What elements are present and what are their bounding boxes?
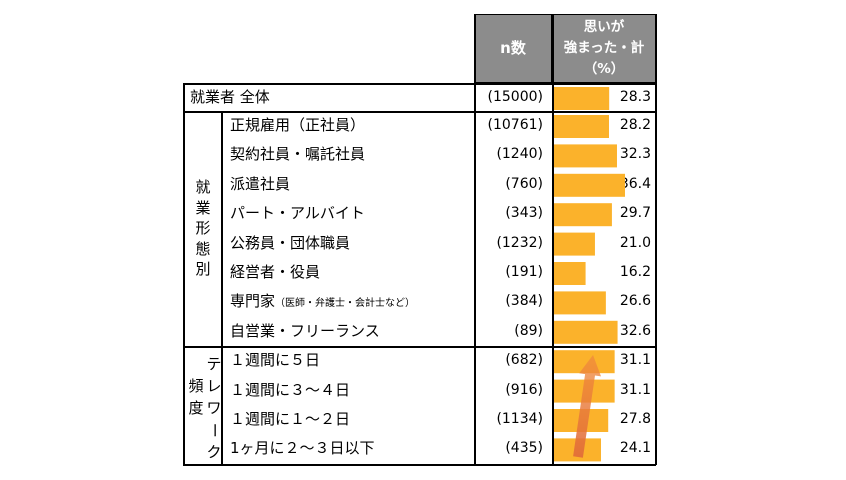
group-char: テ (206, 355, 222, 373)
value-header-line-2: 強まった・計 (563, 40, 645, 56)
bar (554, 262, 586, 285)
row-label: 経営者・役員 (230, 258, 320, 287)
value-header: 思いが 強まった・計 （%） (552, 14, 656, 83)
row-n-count: (343) (505, 205, 543, 222)
row-label-text: 就業者 全体 (190, 88, 270, 106)
row-label-text: 契約社員・嘱託社員 (230, 145, 366, 164)
row-label: １週間に１～２日 (230, 405, 350, 434)
row-value-label: 28.3 (619, 89, 651, 105)
group-char: レ (206, 377, 222, 395)
row-n-count: (760) (505, 175, 543, 192)
bar (554, 232, 595, 256)
bar (554, 291, 606, 315)
row-value-label: 28.2 (619, 117, 651, 133)
group-char: 別 (195, 260, 211, 278)
row-label: 1ヶ月に２～３日以下 (230, 434, 375, 463)
row-label-text: 公務員・団体職員 (230, 233, 351, 252)
row-value-label: 31.1 (619, 352, 651, 369)
label-n-divider (474, 14, 476, 465)
bar (554, 144, 617, 168)
row-label: 契約社員・嘱託社員 (230, 140, 365, 169)
row-n-count: (682) (505, 352, 543, 369)
row-n-count: (1240) (496, 146, 543, 163)
group-char: 態 (195, 239, 211, 258)
bar (554, 173, 625, 197)
bar (554, 350, 615, 374)
bar (554, 320, 618, 344)
row-value-label: 32.6 (619, 322, 651, 339)
row-label: 公務員・団体職員 (230, 229, 350, 258)
row-n-count: (89) (514, 322, 543, 339)
group-label-divider (221, 111, 223, 465)
row-label-text: １週間に５日 (230, 351, 321, 370)
row-label-text: 専門家 (230, 292, 276, 311)
n-count-header: n数 (474, 14, 552, 83)
trend-arrow (573, 355, 601, 458)
row-label-note: （医師・弁護士・会計士など） (275, 298, 416, 310)
row-n-count: (15000) (487, 89, 543, 105)
bar (554, 87, 610, 110)
row-label: １週間に３～４日 (230, 376, 350, 405)
row-value-label: 36.4 (619, 175, 651, 192)
row-label: 自営業・フリーランス (230, 317, 380, 346)
row-label: 正規雇用（正社員） (230, 111, 365, 140)
row-n-count: (1232) (496, 234, 543, 251)
bar-series (554, 87, 625, 462)
row-value-label: 29.7 (619, 205, 651, 222)
row-label-text: 正規雇用（正社員） (230, 116, 366, 134)
row-label-text: パート・アルバイト (230, 204, 365, 223)
row-value-label: 27.8 (619, 411, 651, 427)
row-n-count: (191) (505, 264, 543, 280)
group-char: 頻 (188, 377, 204, 395)
row-value-label: 26.6 (619, 293, 651, 310)
n-count-header-label: n数 (500, 39, 526, 57)
row-label-text: 経営者・役員 (230, 263, 321, 281)
row-label-text: 派遣社員 (230, 174, 291, 193)
table-left-border (183, 83, 185, 465)
row-value-label: 31.1 (619, 381, 651, 398)
row-label-text: 1ヶ月に２～３日以下 (230, 439, 375, 458)
table-right-border (655, 14, 657, 465)
n-value-divider (552, 14, 554, 465)
group-char: 形 (195, 219, 211, 237)
row-value-label: 16.2 (619, 264, 651, 280)
row-label-text: １週間に１～２日 (230, 410, 351, 428)
row-n-count: (435) (505, 440, 543, 457)
row-value-label: 24.1 (619, 440, 651, 457)
row-label: 就業者 全体 (190, 83, 270, 112)
table-top-border (183, 83, 656, 85)
row-label-text: １週間に３～４日 (230, 380, 351, 399)
table-bottom-border (183, 464, 656, 466)
group-char: 度 (188, 399, 204, 417)
value-header-line-3: （%） (583, 61, 625, 77)
row-label: パート・アルバイト (230, 199, 365, 228)
row-label: １週間に５日 (230, 346, 320, 375)
row-label: 専門家（医師・弁護士・会計士など） (230, 287, 415, 318)
row-n-count: (1134) (496, 411, 543, 427)
row-label: 派遣社員 (230, 170, 290, 199)
table-total-divider (183, 111, 656, 113)
group-char: ク (206, 443, 222, 461)
value-header-line-1: 思いが (583, 19, 625, 35)
group-char: ワ (206, 399, 222, 417)
bar (554, 115, 609, 138)
row-n-count: (916) (505, 381, 543, 398)
group-char: 業 (195, 198, 211, 217)
bar (554, 203, 612, 227)
row-value-label: 21.0 (619, 234, 651, 251)
row-value-label: 32.3 (619, 146, 651, 163)
row-label-text: 自営業・フリーランス (230, 321, 380, 340)
row-n-count: (10761) (487, 117, 543, 133)
table-group-divider (183, 346, 656, 348)
group-char: 就 (195, 178, 211, 196)
row-n-count: (384) (505, 293, 543, 310)
